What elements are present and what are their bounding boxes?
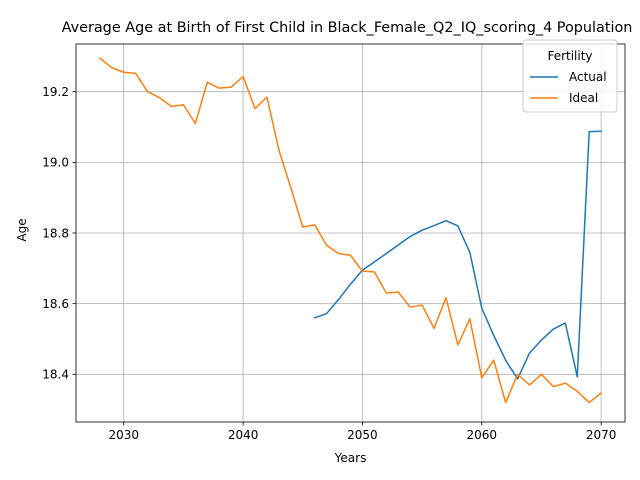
legend-box <box>522 39 618 113</box>
y-tick-label: 19.0 <box>42 156 69 170</box>
x-tick-label: 2060 <box>467 428 498 442</box>
series-layer <box>98 57 603 404</box>
y-axis-label: Age <box>15 218 29 241</box>
legend-label-actual: Actual <box>569 70 607 84</box>
series-line-actual <box>313 130 602 380</box>
x-tick-label: 2030 <box>108 428 139 442</box>
y-tick-label: 18.6 <box>42 297 69 311</box>
x-axis: 2030 2040 2050 2060 2070 <box>108 422 616 442</box>
x-tick-label: 2070 <box>586 428 617 442</box>
legend-title: Fertility <box>547 49 592 63</box>
chart-title: Average Age at Birth of First Child in B… <box>62 20 633 36</box>
legend: Fertility Actual Ideal <box>522 39 618 113</box>
y-tick-label: 18.8 <box>42 226 69 240</box>
y-tick-label: 19.2 <box>42 85 69 99</box>
x-tick-label: 2050 <box>347 428 378 442</box>
series-line-ideal <box>98 57 603 404</box>
x-axis-label: Years <box>334 451 367 465</box>
y-tick-label: 18.4 <box>42 368 69 382</box>
legend-label-ideal: Ideal <box>569 91 598 105</box>
y-axis: 18.4 18.6 18.8 19.0 19.2 <box>42 85 76 382</box>
x-tick-label: 2040 <box>228 428 259 442</box>
